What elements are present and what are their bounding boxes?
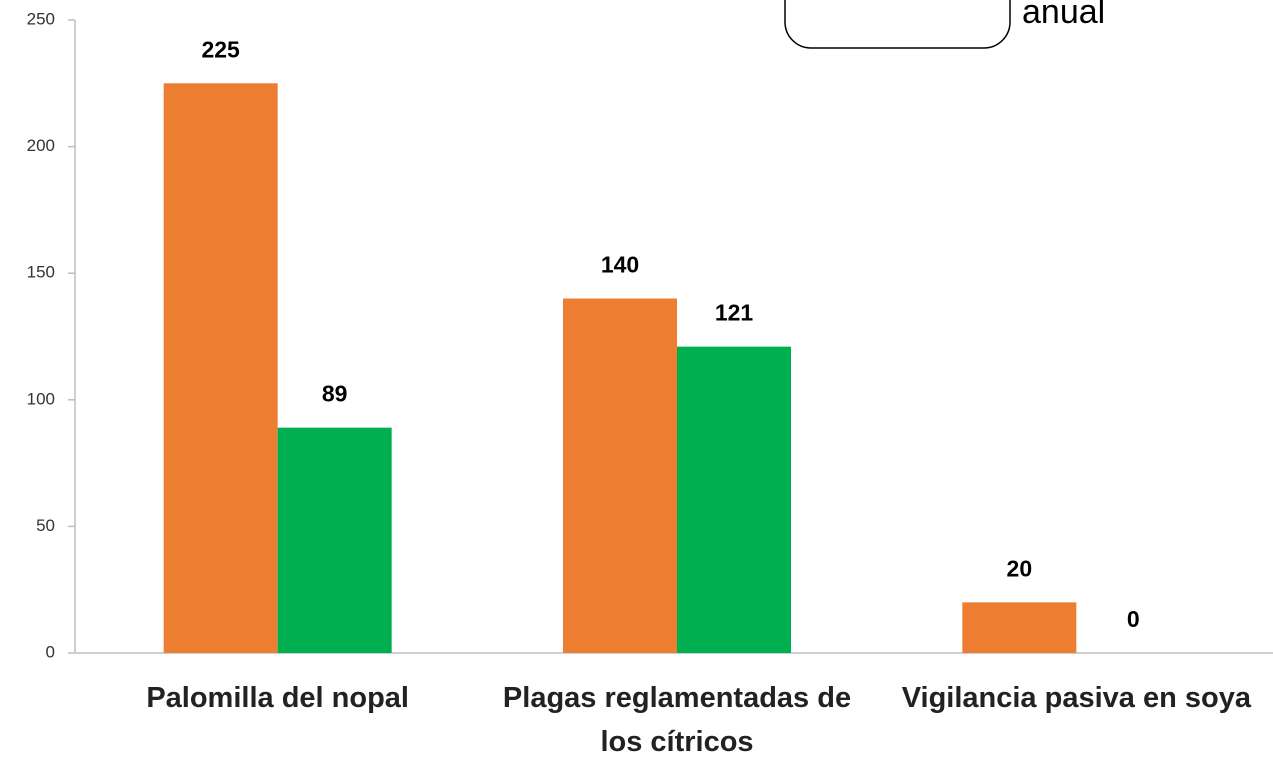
bar [677,346,791,653]
annotation: anual [1022,0,1105,31]
value-label: 20 [1007,555,1033,581]
x-tick-label: Plagas reglamentadas de los cítricos [502,682,852,758]
annotation-box [784,0,1011,49]
y-tick-label: 250 [27,9,55,28]
bar [163,83,278,654]
value-label: 225 [201,36,240,62]
bar [962,602,1077,653]
value-label: 121 [715,300,754,326]
y-tick-label: 50 [36,516,55,535]
bar [563,298,677,653]
value-label: 0 [1127,606,1140,632]
y-tick-label: 100 [27,389,55,408]
x-tick-label: Palomilla del nopal [146,682,409,714]
y-tick-label: 150 [27,263,55,282]
value-label: 89 [322,381,348,407]
y-tick-label: 0 [46,642,55,661]
value-label: 140 [601,252,639,278]
bar [277,427,392,653]
y-tick-label: 200 [27,136,55,155]
x-tick-label: Vigilancia pasiva en soya [901,682,1251,714]
